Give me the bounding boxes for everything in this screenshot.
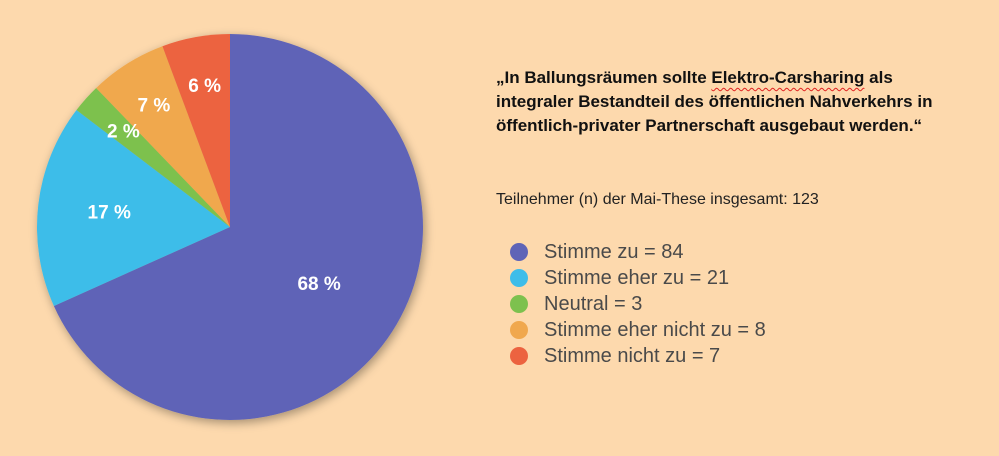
legend-dot-icon bbox=[510, 269, 528, 287]
survey-statement: „In Ballungsräumen sollte Elektro-Carsha… bbox=[496, 66, 966, 138]
participant-count: Teilnehmer (n) der Mai-These insgesamt: … bbox=[496, 191, 819, 208]
legend-dot-icon bbox=[510, 347, 528, 365]
legend-item-neutral: Neutral = 3 bbox=[510, 291, 766, 317]
pie-chart: 68 % 17 % 2 % 7 % 6 % bbox=[36, 34, 423, 420]
legend-label: Stimme nicht zu = 7 bbox=[544, 344, 721, 367]
legend-dot-icon bbox=[510, 243, 528, 261]
legend-label: Neutral = 3 bbox=[544, 292, 643, 315]
slice-percent-label: 17 % bbox=[88, 203, 131, 224]
pie-slice-0 bbox=[53, 34, 423, 420]
statement-highlight: Elektro-Carsharing bbox=[711, 68, 865, 87]
legend-dot-icon bbox=[510, 321, 528, 339]
pie-slice-3 bbox=[96, 46, 230, 227]
legend-item-stimme-zu: Stimme zu = 84 bbox=[510, 239, 766, 265]
legend-item-stimme-eher-nicht-zu: Stimme eher nicht zu = 8 bbox=[510, 317, 766, 343]
slice-percent-label: 6 % bbox=[188, 76, 221, 97]
slice-percent-label: 68 % bbox=[297, 274, 340, 295]
legend-item-stimme-eher-zu: Stimme eher zu = 21 bbox=[510, 265, 766, 291]
slice-percent-label: 2 % bbox=[107, 121, 140, 142]
legend-dot-icon bbox=[510, 295, 528, 313]
pie-slice-2 bbox=[76, 87, 230, 227]
legend-label: Stimme eher nicht zu = 8 bbox=[544, 318, 766, 341]
statement-text-start: „In Ballungsräumen sollte bbox=[496, 68, 712, 87]
pie-slice-1 bbox=[36, 109, 230, 306]
statement-text-end: als integraler Bestandteil des öffentlic… bbox=[496, 68, 933, 135]
slice-percent-label: 7 % bbox=[138, 96, 171, 117]
legend: Stimme zu = 84 Stimme eher zu = 21 Neutr… bbox=[510, 239, 766, 369]
pie-slice-4 bbox=[162, 34, 230, 227]
legend-item-stimme-nicht-zu: Stimme nicht zu = 7 bbox=[510, 343, 766, 369]
legend-label: Stimme eher zu = 21 bbox=[544, 266, 730, 289]
legend-label: Stimme zu = 84 bbox=[544, 240, 684, 263]
